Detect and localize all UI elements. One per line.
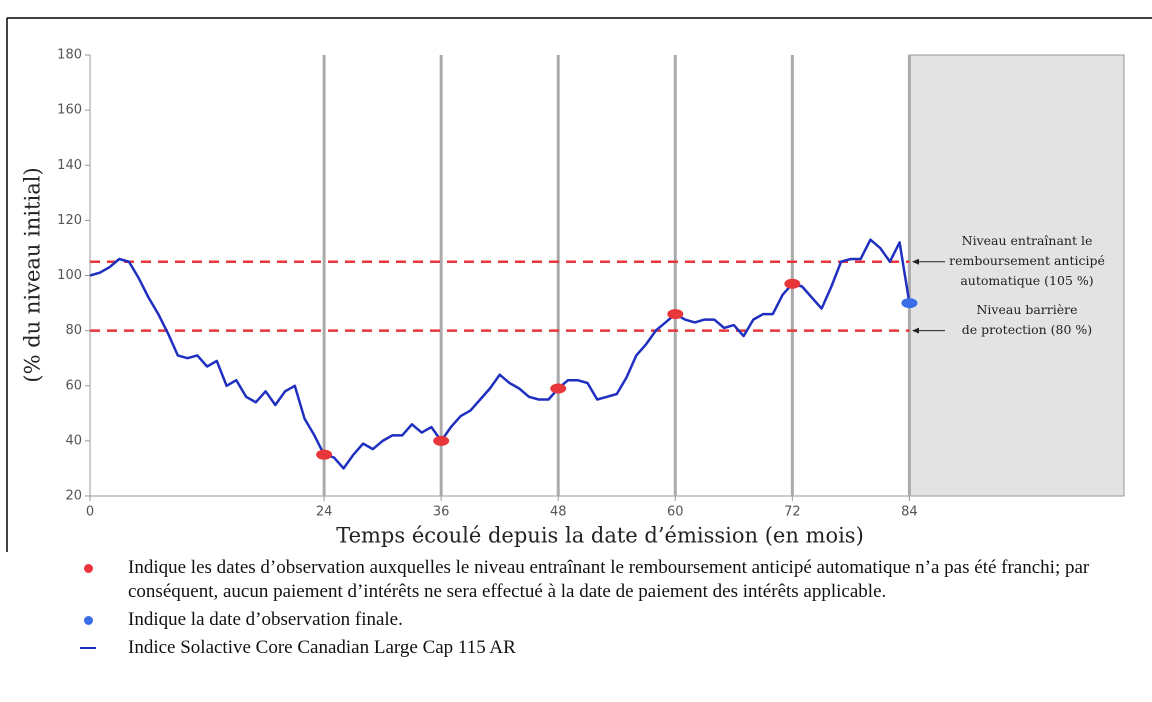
- annotation: remboursement anticipé: [949, 253, 1105, 268]
- x-tick-label: 36: [433, 505, 450, 520]
- legend-line: [80, 647, 96, 649]
- x-tick-label: 0: [86, 505, 94, 520]
- final-point: [901, 298, 918, 309]
- legend-item: Indice Solactive Core Canadian Large Cap…: [80, 636, 1150, 660]
- annotation: automatique (105 %): [960, 273, 1093, 288]
- x-tick-label: 60: [667, 505, 684, 520]
- legend-item: Indique les dates d’observation auxquell…: [80, 556, 1150, 604]
- shaded-region: [908, 54, 1125, 497]
- series-line: [89, 238, 911, 470]
- x-tick-label: 48: [550, 505, 567, 520]
- y-tick-label: 120: [57, 213, 82, 228]
- legend-item: Indique la date d’observation finale.: [80, 608, 1150, 632]
- x-axis-label: Temps écoulé depuis la date d’émission (…: [336, 524, 864, 548]
- arrow-head: [912, 327, 919, 334]
- annotation: Niveau entraînant le: [962, 233, 1093, 248]
- chart: Temps écoulé depuis la date d’émission (…: [6, 17, 1152, 552]
- legend-text: Indice Solactive Core Canadian Large Cap…: [128, 637, 516, 658]
- y-tick-label: 180: [57, 48, 82, 63]
- observation-point: [550, 383, 567, 394]
- x-tick-label: 84: [901, 505, 918, 520]
- x-tick-label: 24: [316, 505, 333, 520]
- y-tick-label: 140: [57, 158, 82, 173]
- y-tick-label: 60: [65, 378, 82, 393]
- observation-point: [316, 449, 333, 460]
- arrow-head: [912, 258, 919, 265]
- y-tick-label: 40: [65, 433, 82, 448]
- y-tick-label: 160: [57, 103, 82, 118]
- y-tick-label: 100: [57, 268, 82, 283]
- legend-text: Indique les dates d’observation auxquell…: [128, 557, 1090, 602]
- legend-dot: [84, 564, 93, 573]
- observation-point: [784, 278, 801, 289]
- annotation: de protection (80 %): [962, 322, 1092, 337]
- y-tick-label: 80: [65, 323, 82, 338]
- y-tick-label: 20: [65, 489, 82, 504]
- y-axis-label: (% du niveau initial): [21, 167, 45, 382]
- annotation: Niveau barrière: [976, 302, 1077, 317]
- legend-dot: [84, 616, 93, 625]
- observation-point: [433, 435, 450, 446]
- x-tick-label: 72: [784, 505, 801, 520]
- legend-text: Indique la date d’observation finale.: [128, 609, 403, 630]
- observation-point: [667, 309, 684, 320]
- legend: Indique les dates d’observation auxquell…: [80, 556, 1150, 664]
